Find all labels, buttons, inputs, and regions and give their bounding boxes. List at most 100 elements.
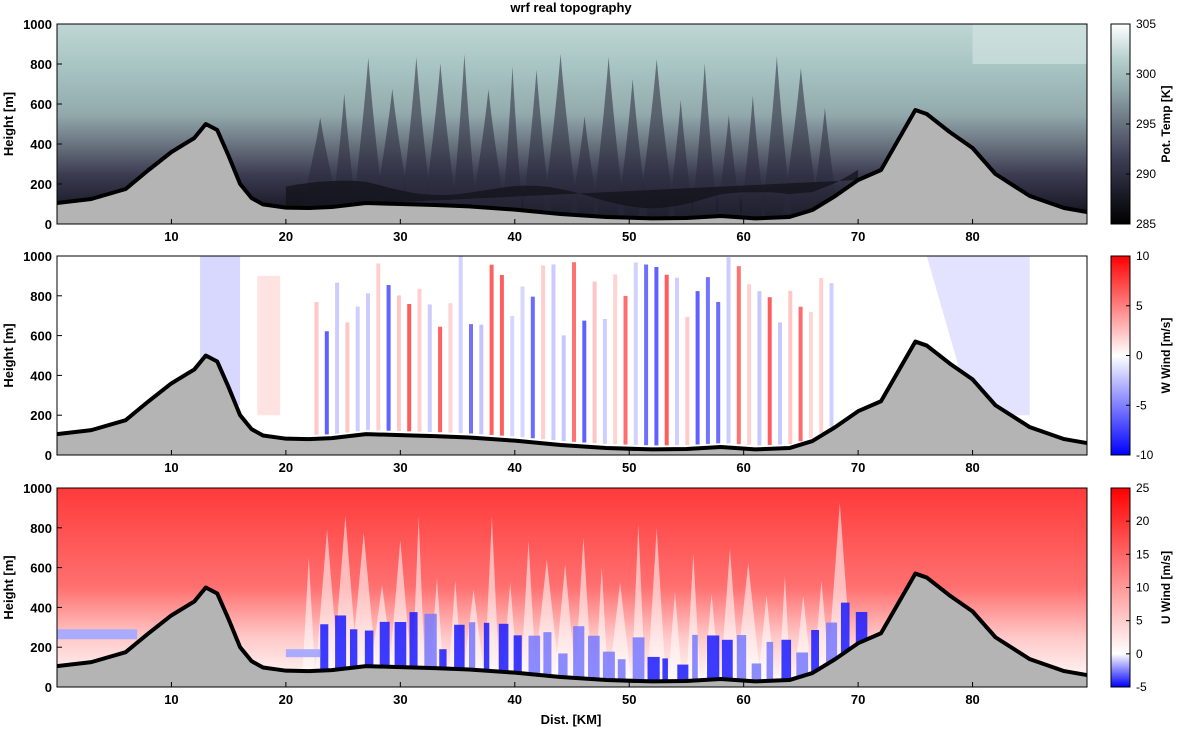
ylabel-3: Height [m]	[1, 555, 16, 619]
w-wind-stripe	[829, 283, 834, 427]
y-tick-label: 600	[30, 329, 52, 344]
w-wind-stripe	[602, 318, 607, 444]
y-tick-label: 600	[30, 561, 52, 576]
x-ticks-3: 10 20 30 40 50 60 70 80	[164, 682, 980, 707]
u-wind-reversal	[379, 621, 390, 667]
pot-temp-plume	[472, 89, 505, 208]
w-wind-stripe	[335, 282, 340, 434]
x-tick-label: 50	[622, 460, 636, 475]
pot-temp-plume	[617, 78, 648, 218]
w-wind-stripe	[417, 288, 422, 432]
w-wind-stripe	[582, 320, 587, 443]
w-wind-stripe	[592, 281, 597, 444]
w-wind-stripe	[407, 304, 412, 432]
u-wind-reversal	[320, 624, 329, 671]
w-wind-stripe	[808, 311, 813, 439]
u-wind-reversal	[498, 623, 509, 672]
x-tick-label: 80	[965, 692, 979, 707]
ylabel-1: Height [m]	[1, 92, 16, 156]
w-wind-stripe	[541, 265, 546, 440]
w-wind-stripe	[633, 262, 638, 445]
x-tick-label: 50	[622, 229, 636, 244]
y-tick-label: 800	[30, 57, 52, 72]
colorbar-tick-label: 20	[1136, 514, 1150, 528]
colorbar-label-pot-temp: Pot. Temp [K]	[1159, 85, 1173, 162]
u-wind-reversal	[394, 622, 407, 667]
w-wind-stripe	[767, 297, 772, 445]
u-wind-reversal	[469, 622, 476, 670]
xlabel: Dist. [KM]	[541, 712, 602, 727]
x-tick-label: 10	[164, 460, 178, 475]
y-tick-label: 1000	[23, 481, 52, 496]
u-wind-reversal	[840, 602, 850, 656]
y-tick-label: 200	[30, 408, 52, 423]
u-wind-reversal	[454, 624, 465, 669]
pot-temp-plume	[452, 54, 477, 207]
pot-temp-plume	[401, 57, 432, 205]
u-wind-reversal	[692, 634, 698, 681]
w-wind-stripe	[510, 315, 515, 437]
w-wind-stripe	[479, 324, 484, 435]
colorbar-tick-label: 5	[1136, 299, 1143, 313]
u-wind-reversal	[736, 635, 747, 681]
colorbar-tick-label: 0	[1136, 349, 1143, 363]
u-wind-reversal	[826, 622, 838, 665]
colorbar-tick-label: -10	[1136, 448, 1154, 462]
colorbar-w-wind: -10 -5 0 5 10	[1110, 249, 1154, 462]
w-wind-stripe	[520, 286, 525, 438]
pot-temp-plume	[543, 53, 579, 214]
colorbar-tick-label: -5	[1136, 680, 1147, 694]
colorbar-tick-label: 290	[1136, 167, 1156, 181]
pot-temp-plume	[782, 68, 820, 214]
terrain-fill	[57, 110, 1087, 224]
u-wind-reversal	[349, 629, 358, 668]
u-wind-streak	[554, 564, 576, 678]
panel-pot-temp: 10 20 30 40 50 60 70 80 0 200 400 600 800 1000 Heigh…	[1, 17, 1173, 244]
y-tick-label: 0	[45, 448, 52, 463]
w-wind-stripe	[685, 316, 690, 446]
u-wind-reversal	[721, 639, 733, 680]
u-wind-reversal	[558, 653, 568, 677]
terrain-outline	[56, 108, 1088, 221]
colorbar-tick-label: 295	[1136, 117, 1156, 131]
y-tick-label: 800	[30, 289, 52, 304]
w-wind-stripe	[623, 295, 628, 445]
plot-frame-1	[56, 23, 1088, 225]
colorbar-tick-label: 10	[1136, 249, 1150, 263]
u-wind-streak	[302, 557, 316, 672]
y-ticks-2: 0 200 400 600 800 1000	[23, 249, 62, 463]
colorbar-tick-label: 5	[1136, 614, 1143, 628]
u-wind-reversal	[766, 641, 774, 681]
y-tick-label: 400	[30, 368, 52, 383]
x-tick-label: 40	[508, 692, 522, 707]
u-wind-streak	[647, 528, 666, 682]
ylabel-2: Height [m]	[1, 323, 16, 387]
w-wind-stripe	[644, 264, 649, 446]
x-tick-label: 20	[279, 460, 293, 475]
u-wind-reversal	[855, 611, 868, 645]
pot-temp-plume	[638, 59, 676, 219]
x-tick-label: 20	[279, 229, 293, 244]
terrain-outline	[56, 339, 1088, 452]
w-wind-stripe	[355, 306, 360, 432]
u-wind-reversal	[662, 658, 668, 682]
u-wind-reversal	[439, 649, 447, 669]
colorbar-tick-label: 285	[1136, 217, 1156, 231]
colorbar-tick-label: 10	[1136, 581, 1150, 595]
u-wind-reversal	[796, 652, 809, 678]
terrain-3	[56, 571, 1088, 687]
pot-temp-plume	[424, 63, 457, 206]
colorbar-u-wind: -5 0 5 10 15 20 25	[1110, 481, 1150, 694]
w-wind-stripe	[654, 267, 659, 446]
pot-temp-plume	[332, 93, 356, 206]
w-wind-stripe	[366, 293, 371, 431]
w-wind-stripe	[489, 264, 494, 435]
terrain-fill	[57, 341, 1087, 455]
x-tick-label: 40	[508, 460, 522, 475]
w-wind-stripe	[551, 264, 556, 441]
w-wind-stripe	[736, 266, 741, 445]
x-ticks-2: 10 20 30 40 50 60 70 80	[164, 450, 980, 475]
y-tick-label: 800	[30, 521, 52, 536]
x-tick-label: 30	[393, 229, 407, 244]
